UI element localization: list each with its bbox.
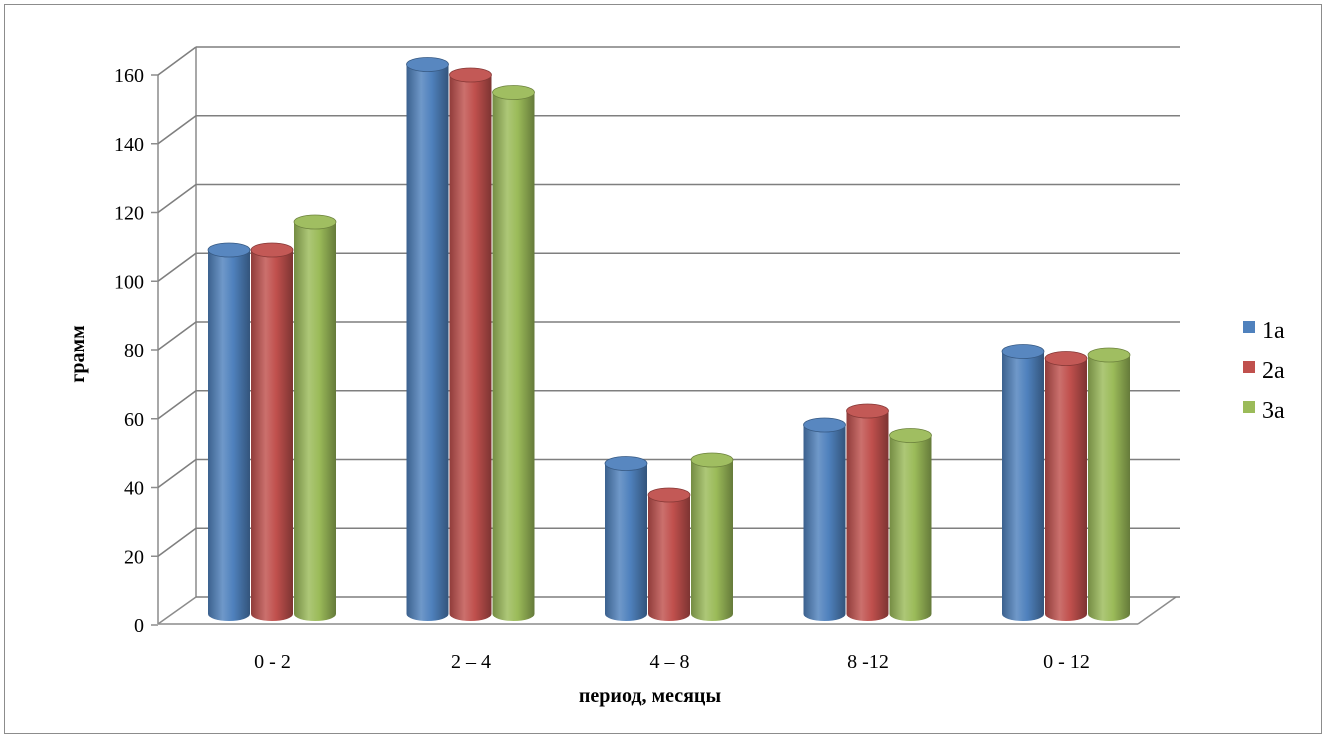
bar-body <box>889 435 932 621</box>
bar-body <box>846 411 889 621</box>
bar-2а-0 <box>250 242 294 621</box>
legend: 1а 2а 3а <box>1243 318 1285 424</box>
y-tick-label: 140 <box>114 134 144 156</box>
bar-top <box>293 214 337 230</box>
bar-2а-2 <box>647 487 691 621</box>
gridline-diagonal <box>157 390 197 420</box>
bar-top <box>846 403 889 419</box>
x-tick-label: 4 – 8 <box>650 651 690 673</box>
bar-1а-1 <box>406 57 449 621</box>
bar-body <box>691 460 733 621</box>
bar-top <box>803 417 846 433</box>
bar-body <box>449 75 492 621</box>
bar-2а-4 <box>1044 351 1088 621</box>
bar-body <box>492 92 535 621</box>
bar-3а-2 <box>690 452 734 621</box>
gridline-diagonal <box>157 527 197 557</box>
bar-top <box>1044 351 1088 366</box>
bar-body <box>1002 351 1044 621</box>
bar-body <box>803 425 846 621</box>
y-tick-label: 0 <box>134 615 144 637</box>
legend-swatch <box>1243 361 1255 373</box>
bar-1а-2 <box>604 456 648 621</box>
bar-body <box>208 250 250 621</box>
x-tick-labels: 0 - 2 2 – 4 4 – 8 8 -12 0 - 12 <box>254 651 1090 673</box>
bar-3а-3 <box>889 428 932 621</box>
y-tick-label: 80 <box>124 340 144 362</box>
legend-label: 2а <box>1262 358 1285 384</box>
y-tick-label: 120 <box>114 203 144 225</box>
gridline-diagonal <box>157 115 197 145</box>
bar-top <box>449 67 492 83</box>
gridline-diagonal <box>157 458 197 489</box>
x-tick-label: 2 – 4 <box>451 651 491 673</box>
bar-top <box>604 456 648 471</box>
gridline-diagonal <box>157 321 197 351</box>
y-tick-label: 40 <box>124 478 144 500</box>
bar-body <box>251 250 293 621</box>
bar-3а-1 <box>492 85 535 621</box>
legend-swatch <box>1243 321 1255 333</box>
y-tick-labels: 0 20 40 60 80 100 120 140 160 <box>114 65 144 637</box>
bar-1а-4 <box>1001 344 1045 621</box>
bar-body <box>605 463 647 621</box>
bar-top <box>207 242 251 258</box>
y-axis-title: грамм <box>67 325 89 382</box>
y-tick-label: 60 <box>124 409 144 431</box>
bar-3а-4 <box>1087 347 1131 621</box>
y-tick-label: 100 <box>114 271 144 293</box>
x-tick-label: 0 - 12 <box>1043 651 1090 673</box>
bar-1а-3 <box>803 417 846 621</box>
bar-top <box>889 428 932 443</box>
bar-body <box>1045 358 1087 621</box>
legend-label: 3а <box>1262 398 1285 424</box>
bars <box>207 57 1131 621</box>
legend-swatch <box>1243 401 1255 413</box>
gridline-diagonal <box>157 46 197 76</box>
floor-left-edge <box>157 596 197 625</box>
gridline-diagonal <box>157 252 197 282</box>
bar-body <box>294 222 336 621</box>
x-tick-label: 8 -12 <box>847 651 889 673</box>
x-axis-title: период, месяцы <box>579 685 722 707</box>
bar-3а-0 <box>293 214 337 621</box>
bar-top <box>1001 344 1045 359</box>
bar-2а-3 <box>846 403 889 621</box>
bar-top <box>690 452 734 468</box>
legend-label: 1а <box>1262 318 1285 344</box>
gridline-diagonal <box>157 183 197 214</box>
bar-body <box>406 64 449 621</box>
bar-top <box>250 242 294 258</box>
bar-1а-0 <box>207 242 251 621</box>
bar-top <box>647 487 691 503</box>
floor-right-edge <box>1137 596 1177 625</box>
x-tick-label: 0 - 2 <box>254 651 291 673</box>
bar-body <box>648 495 690 621</box>
bar-body <box>1088 355 1130 621</box>
bar-top <box>406 57 449 72</box>
bar-top <box>1087 347 1131 363</box>
bar-top <box>492 85 535 100</box>
y-tick-label: 20 <box>124 546 144 568</box>
bar-2а-1 <box>449 67 492 621</box>
y-tick-label: 160 <box>114 65 144 87</box>
